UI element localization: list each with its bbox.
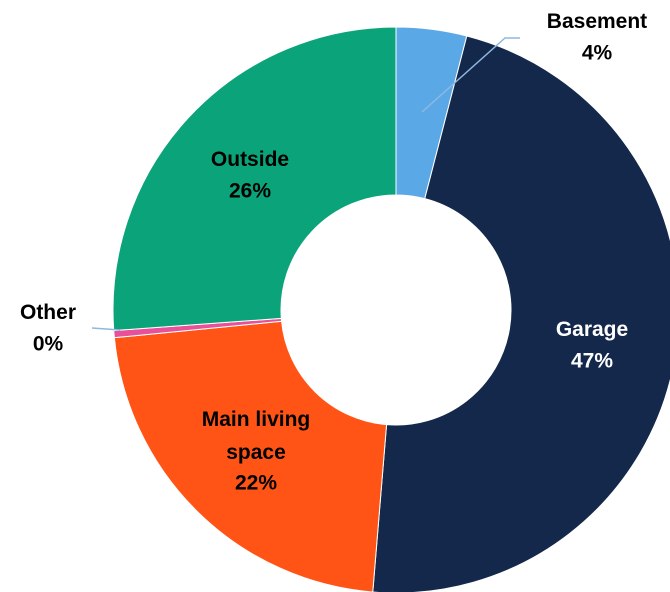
slice (112, 26, 397, 332)
slice (113, 320, 388, 592)
label-line: Main living (202, 408, 311, 431)
label-line: Other (20, 301, 76, 324)
value-label: 0% (33, 333, 64, 356)
leader-line (421, 37, 520, 113)
value-label: 26% (229, 180, 271, 203)
label-line: Outside (211, 148, 289, 171)
value-label: 4% (582, 42, 613, 65)
slice (372, 35, 670, 592)
label-line: Basement (547, 10, 647, 33)
value-label: 22% (235, 472, 277, 495)
leader-line (91, 327, 121, 331)
slice-label: Outside (211, 148, 289, 171)
slice-label: Other (20, 301, 76, 324)
value-label: 47% (571, 350, 613, 373)
slice-label: Main living space (202, 408, 311, 464)
label-line: space (226, 441, 286, 464)
slice-label: Garage (556, 318, 628, 341)
label-line: Garage (556, 318, 628, 341)
slice-label: Basement (547, 10, 647, 33)
